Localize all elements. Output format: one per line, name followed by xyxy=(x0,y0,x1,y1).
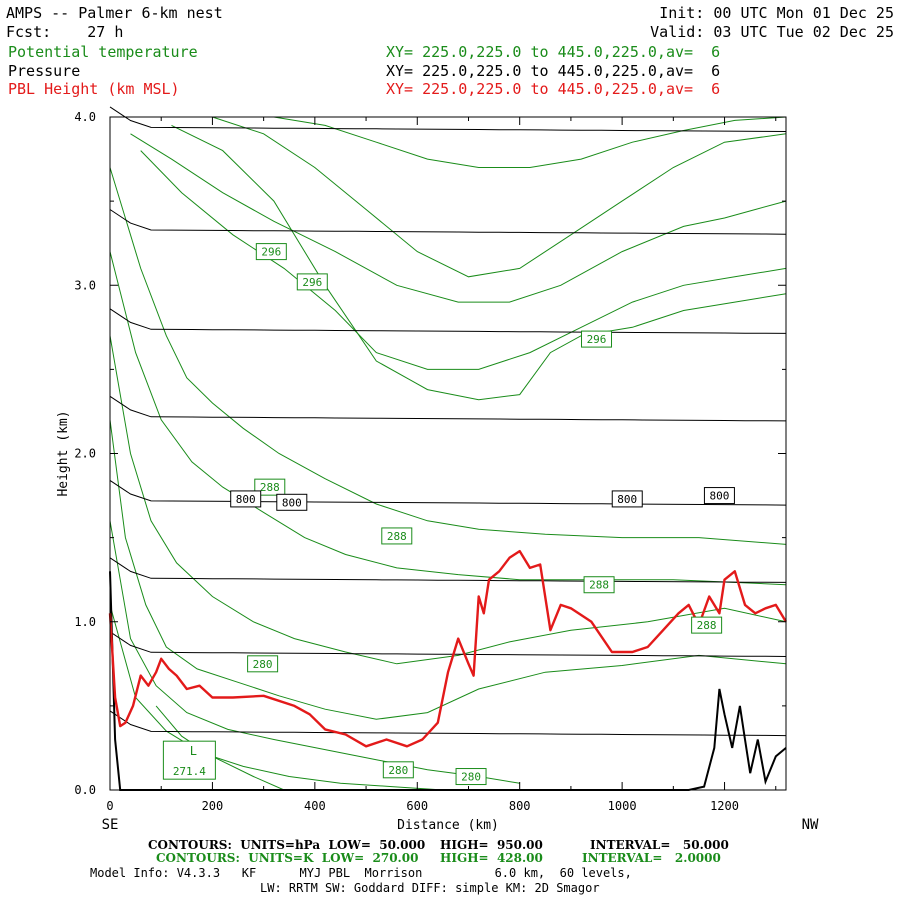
theta-contour-9 xyxy=(171,124,787,401)
theta-label-0-text: 296 xyxy=(261,246,281,259)
theta-label-5-box xyxy=(583,576,615,594)
y-axis-label: Height (km) xyxy=(56,410,71,496)
header-forecast: Fcst: 27 h xyxy=(6,23,124,41)
theta-label-9-text: 280 xyxy=(461,771,481,784)
theta-label-1-box xyxy=(296,273,328,291)
legend-pbl-height: PBL Height (km MSL) xyxy=(8,80,180,98)
pressure-contour-0 xyxy=(109,710,787,737)
x-tick-label-4: 800 xyxy=(509,799,531,813)
y-tick-label-2: 2.0 xyxy=(74,447,96,461)
theta-label-4-box xyxy=(381,527,413,545)
x-tick-label-3: 600 xyxy=(406,799,428,813)
pressure-contour-1 xyxy=(109,631,787,657)
theta-contour-2 xyxy=(109,335,787,665)
pressure-label-1-box xyxy=(276,493,308,511)
footer-pressure-contours: CONTOURS: UNITS=hPa LOW= 50.000 xyxy=(148,838,426,852)
pressure-contour-4 xyxy=(109,395,787,422)
low-marker-box xyxy=(162,740,216,780)
theta-contour-5 xyxy=(109,604,443,791)
theta-label-7-box xyxy=(247,655,279,673)
legend-potential-temperature: Potential temperature xyxy=(8,43,198,61)
x-tick-label-6: 1200 xyxy=(710,799,739,813)
xy-pressure: XY= 225.0,225.0 to 445.0,225.0,av= 6 xyxy=(386,62,721,80)
pressure-label-2-text: 800 xyxy=(617,493,637,506)
theta-label-5-text: 288 xyxy=(589,579,609,592)
pressure-label-0-text: 800 xyxy=(236,493,256,506)
x-tick-label-2: 400 xyxy=(304,799,326,813)
contour-labels: 296 296 296 288 288 288 288 280 280 280 800 800 800 8… xyxy=(162,243,735,786)
endpoint-se-label: SE xyxy=(102,817,119,833)
pressure-label-3-text: 800 xyxy=(709,490,729,503)
pressure-contour-5 xyxy=(109,308,787,334)
pressure-label-1-text: 800 xyxy=(282,496,302,509)
theta-contour-7 xyxy=(130,133,787,303)
xy-potential-temperature: XY= 225.0,225.0 to 445.0,225.0,av= 6 xyxy=(386,43,721,61)
low-marker-value: 271.4 xyxy=(173,765,206,778)
low-marker-letter: L xyxy=(190,744,197,758)
pressure-contour-7 xyxy=(109,106,787,132)
pressure-contours xyxy=(109,106,787,737)
footer-theta-high: HIGH= 428.00 xyxy=(440,851,543,865)
theta-label-4-text: 288 xyxy=(387,530,407,543)
footer-physics-info: LW: RRTM SW: Goddard DIFF: simple KM: 2D… xyxy=(260,881,600,895)
footer-theta-interval: INTERVAL= 2.0000 xyxy=(582,851,721,865)
theta-contour-3 xyxy=(109,419,787,720)
theta-contour-4 xyxy=(109,520,520,784)
y-tick-label-3: 3.0 xyxy=(74,278,96,292)
pressure-contour-6 xyxy=(109,209,787,235)
header-init: Init: 00 UTC Mon 01 Dec 25 xyxy=(659,4,894,22)
theta-contour-8 xyxy=(140,150,787,370)
theta-label-6-text: 288 xyxy=(697,619,717,632)
xy-pbl-height: XY= 225.0,225.0 to 445.0,225.0,av= 6 xyxy=(386,80,721,98)
endpoint-nw-label: NW xyxy=(802,817,819,833)
theta-label-1-text: 296 xyxy=(302,276,322,289)
theta-label-6-box xyxy=(691,616,723,634)
header-valid: Valid: 03 UTC Tue 02 Dec 25 xyxy=(650,23,894,41)
theta-label-8-box xyxy=(382,761,414,779)
theta-label-7-text: 280 xyxy=(253,658,273,671)
pressure-label-2-box xyxy=(611,490,643,508)
theta-contours xyxy=(109,116,787,791)
header-title: AMPS -- Palmer 6-km nest xyxy=(6,4,223,22)
theta-contour-0 xyxy=(109,167,787,545)
x-tick-label-1: 200 xyxy=(202,799,224,813)
plot-frame xyxy=(109,116,787,791)
pressure-contour-2 xyxy=(109,557,787,583)
theta-label-3-text: 288 xyxy=(260,481,280,494)
axes: 0 200 400 600 800 1000 1200 0.0 1.0 2.0 3.0 4.0 Dist… xyxy=(56,110,819,833)
theta-label-0-box xyxy=(255,243,287,261)
footer-pressure-high: HIGH= 950.00 xyxy=(440,838,543,852)
y-tick-label-4: 4.0 xyxy=(74,110,96,124)
theta-contour-1 xyxy=(109,251,787,586)
pressure-label-3-box xyxy=(703,487,735,505)
footer-pressure-interval: INTERVAL= 50.000 xyxy=(590,838,729,852)
theta-contour-11 xyxy=(273,116,787,168)
y-tick-label-0: 0.0 xyxy=(74,783,96,797)
theta-contour-10 xyxy=(212,116,787,278)
theta-label-2-box xyxy=(581,330,613,348)
theta-label-9-box xyxy=(455,768,487,786)
legend-pressure: Pressure xyxy=(8,62,81,80)
y-tick-label-1: 1.0 xyxy=(74,615,96,629)
x-tick-label-0: 0 xyxy=(106,799,113,813)
x-axis-label: Distance (km) xyxy=(397,818,499,833)
footer-model-info: Model Info: V4.3.3 KF MYJ PBL Morrison 6… xyxy=(90,866,632,880)
pressure-label-0-box xyxy=(230,490,262,508)
theta-label-2-text: 296 xyxy=(587,333,607,346)
footer-theta-contours: CONTOURS: UNITS=K LOW= 270.00 xyxy=(156,851,419,865)
x-tick-label-5: 1000 xyxy=(608,799,637,813)
theta-label-8-text: 280 xyxy=(388,764,408,777)
pressure-contour-3 xyxy=(109,479,787,506)
theta-label-3-box xyxy=(254,478,286,496)
